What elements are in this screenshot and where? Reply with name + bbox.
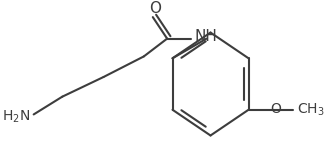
Text: O: O <box>150 1 161 16</box>
Text: CH$_3$: CH$_3$ <box>297 102 325 118</box>
Text: O: O <box>270 102 281 116</box>
Text: NH: NH <box>195 29 218 44</box>
Text: H$_2$N: H$_2$N <box>2 108 30 124</box>
